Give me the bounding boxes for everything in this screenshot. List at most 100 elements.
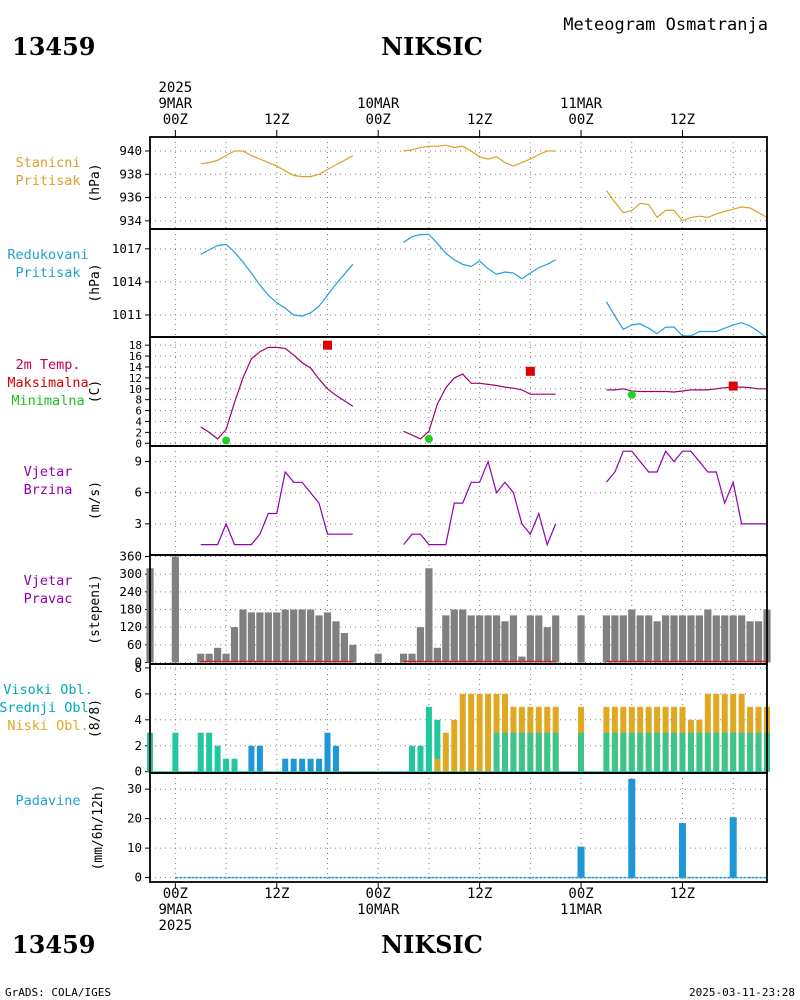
cloud-bar: [223, 758, 230, 772]
temp-min-marker: [222, 436, 231, 445]
wind-dir-bar: [653, 621, 661, 663]
wind-dir-bar: [214, 647, 222, 663]
panel-frame: [149, 772, 768, 883]
wind-dir-bar: [543, 627, 551, 663]
wind-dir-bar: [712, 615, 720, 663]
y-tick-label: 6: [134, 686, 142, 701]
cloud-bar: [214, 745, 221, 772]
panel-label: Niski Obl.: [7, 718, 88, 734]
wind-dir-bar: [628, 609, 636, 663]
wind-dir-bar: [433, 647, 441, 663]
top-time-label: 00Z: [163, 112, 188, 128]
cloud-bar: [468, 693, 475, 772]
cloud-mid-overlay: [713, 732, 720, 772]
panel-label: Padavine: [15, 793, 80, 809]
wind-dir-bar: [171, 556, 179, 663]
cloud-bar: [172, 732, 179, 772]
panel-precipitation: 0 10 20 30 (mm/6h/12h) Padavine: [15, 772, 768, 885]
wind-dir-bar: [264, 612, 272, 663]
y-tick-label: 240: [119, 584, 142, 599]
y-tick-label: 936: [119, 190, 142, 205]
series-line: [403, 144, 556, 167]
wind-dir-bar: [577, 615, 585, 663]
cloud-mid-overlay: [510, 732, 517, 772]
bottom-time-label: 12Z: [467, 886, 492, 902]
y-tick-label: 8: [135, 394, 142, 407]
panel-label: Pravac: [24, 591, 73, 607]
y-tick-label: 16: [129, 350, 142, 363]
cloud-bar: [459, 693, 466, 772]
series-line: [200, 470, 353, 546]
series-line: [403, 373, 556, 440]
cloud-mid-overlay: [679, 732, 686, 772]
series-line: [200, 346, 354, 440]
panel-label: Maksimalna: [7, 375, 88, 391]
series-line: [605, 301, 768, 339]
temp-max-marker: [525, 366, 535, 376]
station-name-bottom: NIKSIC: [381, 930, 483, 959]
wind-dir-bar: [416, 627, 425, 663]
top-time-label: 12Z: [264, 112, 289, 128]
cloud-mid-overlay: [628, 732, 635, 772]
y-tick-label: 180: [119, 602, 142, 617]
cloud-bar: [442, 732, 449, 772]
wind-dir-bar: [205, 653, 213, 663]
wind-dir-bar: [197, 653, 205, 663]
temp-max-marker: [322, 340, 332, 350]
wind-dir-bar: [349, 644, 357, 663]
wind-dir-bar: [721, 615, 729, 663]
cloud-mid-overlay: [603, 732, 610, 772]
panel-clouds: 0 2 4 6 8 (8/8)Visoki Obl. Srednji Obl. Niski O…: [0, 660, 770, 779]
cloud-bar: [485, 693, 492, 772]
bottom-time-label: 00Z: [366, 886, 391, 902]
panel-label: Brzina: [24, 482, 73, 498]
bottom-time-label: 12Z: [670, 886, 695, 902]
bottom-time-label: 2025: [158, 918, 192, 934]
cloud-mid-overlay: [527, 732, 534, 772]
panel-label: Pritisak: [15, 265, 80, 281]
panel-wind-direction: 0 60 120 180 240 300 360 (stepeni) Vjetar Pravac: [24, 548, 771, 670]
cloud-mid-overlay: [544, 732, 551, 772]
cloud-mid-overlay: [721, 732, 728, 772]
bottom-time-label: 11MAR: [560, 902, 603, 918]
top-time-label: 00Z: [366, 112, 391, 128]
y-axis-label: (hPa): [88, 163, 103, 202]
y-axis-label: (stepeni): [88, 574, 103, 644]
y-axis-label: (hPa): [88, 263, 103, 302]
cloud-bar: [417, 745, 424, 772]
cloud-mid-overlay: [620, 732, 627, 772]
cloud-bar: [324, 732, 331, 772]
y-tick-label: 6: [135, 405, 142, 418]
wind-dir-bar: [340, 633, 348, 663]
temp-min-marker: [424, 434, 433, 443]
series-line: [605, 190, 768, 222]
precip-bar: [729, 817, 737, 878]
y-axis-label: (C): [88, 380, 103, 403]
top-time-label: 11MAR: [560, 96, 603, 112]
y-tick-label: 1014: [112, 274, 142, 289]
cloud-bar: [282, 758, 289, 772]
bottom-time-label: 10MAR: [357, 902, 400, 918]
wind-dir-bar: [738, 615, 746, 663]
cloud-mid-overlay: [747, 732, 754, 772]
series-line: [200, 243, 354, 317]
wind-dir-bar: [315, 615, 323, 663]
wind-dir-bar: [247, 612, 256, 663]
wind-dir-bar: [704, 609, 712, 663]
y-axis-label: (8/8): [88, 699, 103, 738]
cloud-bar: [299, 758, 306, 772]
cloud-mid-overlay: [518, 732, 525, 772]
cloud-bar: [451, 719, 458, 772]
y-tick-label: 3: [134, 516, 142, 531]
cloud-mid-overlay: [687, 732, 694, 772]
cloud-mid-overlay: [654, 732, 661, 772]
temp-min-marker: [627, 390, 636, 399]
cloud-mid-overlay: [493, 732, 500, 772]
product-title: Meteogram Osmatranja: [563, 15, 768, 35]
wind-dir-bar: [467, 615, 475, 663]
wind-dir-bar: [535, 615, 543, 663]
wind-dir-bar: [230, 627, 239, 663]
wind-dir-bar: [450, 609, 458, 663]
